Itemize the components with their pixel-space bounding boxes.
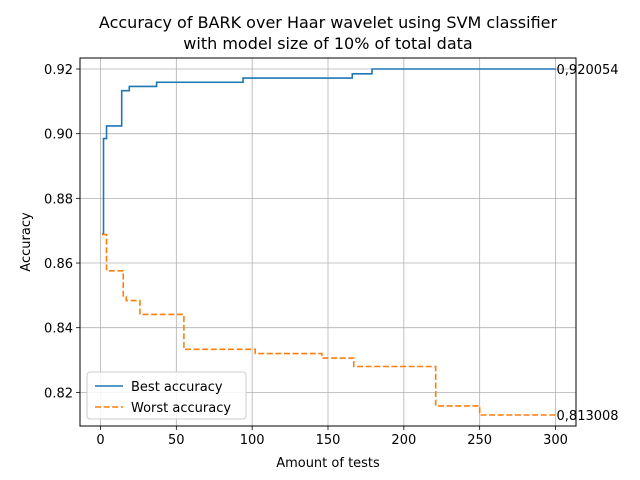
axis-ticks: 0 50 100 150 200 250 300 0.82 0.84 0.86 0.88 0.90 0.… [44, 63, 568, 448]
x-tick-label: 250 [467, 433, 492, 448]
chart-title-line-2: with model size of 10% of total data [183, 34, 472, 53]
series-line-worst-accuracy [101, 233, 557, 416]
x-axis-label: Amount of tests [276, 456, 380, 471]
legend-box [86, 371, 247, 420]
y-tick-label: 0.86 [44, 257, 73, 272]
end-value-annotation: 0,920054 [557, 63, 619, 78]
plot-area [101, 68, 557, 416]
y-tick-label: 0.88 [44, 192, 73, 207]
chart-title-line-1: Accuracy of BARK over Haar wavelet using… [99, 13, 558, 32]
y-tick-label: 0.84 [44, 322, 73, 337]
x-tick-label: 300 [543, 433, 568, 448]
x-tick-label: 150 [316, 433, 341, 448]
legend: Best accuracy Worst accuracy [86, 371, 247, 420]
y-axis-label: Accuracy [19, 212, 34, 272]
end-value-annotation: 0,813008 [557, 409, 619, 424]
x-tick-label: 100 [240, 433, 265, 448]
end-value-annotations: 0,920054 0,813008 [557, 63, 619, 424]
legend-label-best-accuracy: Best accuracy [131, 380, 223, 395]
y-tick-label: 0.82 [44, 386, 73, 401]
legend-label-worst-accuracy: Worst accuracy [131, 401, 231, 416]
x-tick-label: 50 [168, 433, 185, 448]
x-tick-label: 0 [96, 433, 104, 448]
x-tick-label: 200 [391, 433, 416, 448]
y-tick-label: 0.92 [44, 63, 73, 78]
series-line-best-accuracy [101, 68, 557, 235]
y-tick-label: 0.90 [44, 128, 73, 143]
